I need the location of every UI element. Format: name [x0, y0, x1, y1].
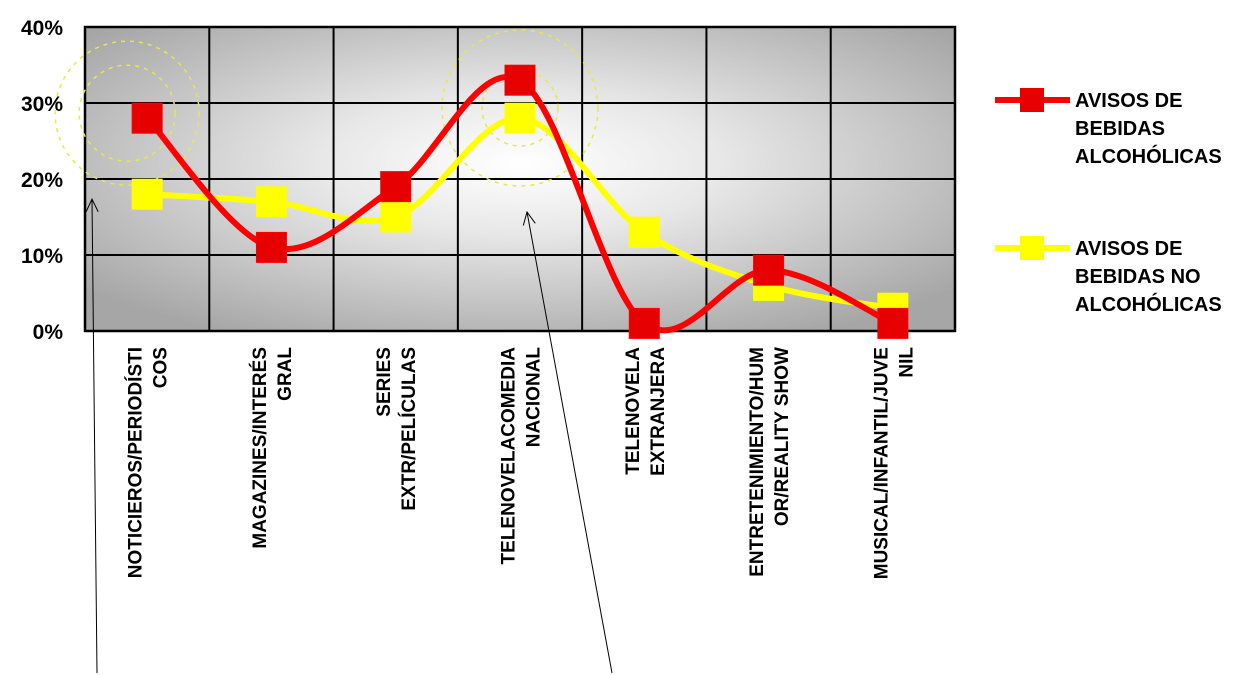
data-point-marker	[877, 307, 909, 339]
y-tick-label: 0%	[33, 321, 64, 344]
legend-label: AVISOS DE	[1075, 238, 1182, 260]
plot-border	[83, 25, 957, 333]
x-tick-label: SERIES	[374, 347, 395, 417]
x-tick-label: MUSICAL/INFANTIL/JUVE	[871, 347, 892, 579]
legend-entry-1: AVISOS DE BEBIDAS ALCOHÓLICAS	[995, 88, 1222, 168]
legend-entry-2: AVISOS DE BEBIDAS NO ALCOHÓLICAS	[995, 236, 1222, 316]
highlight-ring	[78, 64, 176, 162]
highlight-ring	[481, 69, 559, 147]
legend-label: ALCOHÓLICAS	[1075, 144, 1222, 168]
legend-marker	[1020, 88, 1044, 112]
data-point-marker	[255, 231, 287, 263]
legend-label: BEBIDAS NO	[1075, 266, 1201, 288]
x-category-label: SERIES EXTR/PELÍCULAS	[374, 347, 420, 511]
x-category-label: TELENOVELA EXTRANJERA	[623, 347, 669, 476]
x-category-label: TELENOVELACOMEDIA NACIONAL	[499, 347, 545, 565]
x-category-label: MAGAZINES/INTERÉS GRAL	[249, 347, 296, 549]
x-tick-label: ENTRETENIMIENTO/HUM	[747, 347, 768, 577]
legend-label: ALCOHÓLICAS	[1075, 292, 1222, 316]
x-tick-label: OR/REALITY SHOW	[772, 347, 793, 526]
arrow-line	[526, 211, 613, 674]
y-axis: 0% 10% 20% 30% 40%	[21, 17, 63, 344]
y-tick-label: 30%	[21, 93, 63, 116]
gridlines	[83, 25, 957, 333]
legend-marker	[1020, 236, 1044, 260]
x-tick-label: EXTRANJERA	[648, 347, 669, 476]
series-1	[131, 64, 909, 339]
highlight-ring	[54, 40, 200, 186]
data-point-marker	[628, 307, 660, 339]
x-tick-label: NACIONAL	[524, 347, 545, 448]
arrow-head	[85, 198, 99, 213]
x-tick-label: NIL	[896, 347, 917, 378]
legend-label: AVISOS DE	[1075, 90, 1182, 112]
y-tick-label: 40%	[21, 17, 63, 40]
highlight-ring	[441, 29, 599, 187]
x-tick-label: EXTR/PELÍCULAS	[398, 347, 420, 511]
data-point-marker	[380, 201, 412, 233]
data-point-marker	[131, 102, 163, 134]
legend: AVISOS DE BEBIDAS ALCOHÓLICAS AVISOS DE BEBI…	[995, 88, 1222, 316]
x-category-label: NOTICIEROS/PERIODÍSTI COS	[125, 347, 172, 578]
x-category-label: MUSICAL/INFANTIL/JUVE NIL	[871, 347, 917, 580]
data-point-marker	[504, 64, 536, 96]
x-tick-label: MAGAZINES/INTERÉS	[249, 347, 271, 549]
annotations	[54, 29, 613, 674]
data-point-marker	[504, 102, 536, 134]
x-tick-label: COS	[151, 347, 172, 388]
data-point-marker	[380, 171, 412, 203]
series-lines	[131, 64, 909, 339]
data-point-marker	[131, 178, 163, 210]
data-point-marker	[628, 216, 660, 248]
arrow-head	[522, 210, 536, 226]
x-tick-label: GRAL	[275, 347, 296, 401]
y-tick-label: 10%	[21, 245, 63, 268]
x-axis: NOTICIEROS/PERIODÍSTI COS MAGAZINES/INTERÉ…	[125, 347, 918, 580]
legend-label: BEBIDAS	[1075, 118, 1165, 140]
data-point-marker	[753, 254, 785, 286]
x-tick-label: TELENOVELACOMEDIA	[499, 347, 520, 565]
arrow-line	[91, 199, 98, 674]
data-point-marker	[255, 186, 287, 218]
y-tick-label: 20%	[21, 169, 63, 192]
x-category-label: ENTRETENIMIENTO/HUM OR/REALITY SHOW	[747, 347, 793, 577]
x-tick-label: NOTICIEROS/PERIODÍSTI	[125, 347, 147, 578]
x-tick-label: TELENOVELA	[623, 347, 644, 475]
